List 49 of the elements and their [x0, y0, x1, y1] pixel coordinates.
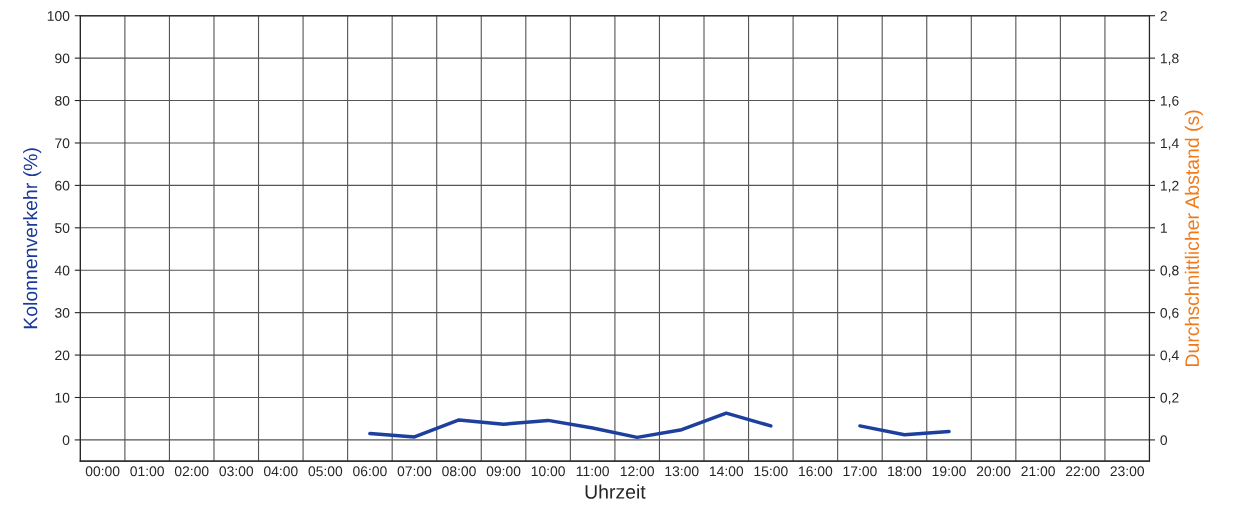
y-tick-label: 0 — [62, 435, 70, 446]
y-axis-title: Kolonnenverkehr (%) — [23, 148, 42, 329]
x-tick-label: 14:00 — [709, 466, 744, 477]
x-tick-label: 08:00 — [442, 466, 476, 477]
y-tick-label: 30 — [55, 307, 70, 318]
y-tick-label: 10 — [55, 392, 70, 403]
x-tick-label: 16:00 — [799, 466, 833, 477]
x-tick-label: 01:00 — [130, 466, 164, 477]
y2-tick-label: 1,2 — [1160, 180, 1179, 193]
x-tick-label: 07:00 — [397, 466, 432, 477]
y2-tick-label: 0,4 — [1160, 350, 1179, 362]
x-tick-label: 02:00 — [174, 466, 209, 477]
y-tick-label: 20 — [55, 350, 70, 361]
y2-tick-label: 1 — [1160, 223, 1167, 233]
y-tick-label: 60 — [55, 180, 70, 191]
x-tick-label: 03:00 — [219, 466, 254, 477]
x-tick-label: 17:00 — [843, 466, 877, 477]
y2-tick-label: 2 — [1160, 11, 1167, 21]
y2-tick-label: 1,8 — [1160, 53, 1179, 65]
y2-tick-label: 0,6 — [1160, 307, 1179, 320]
y-tick-label: 40 — [54, 265, 70, 276]
y-tick-label: 80 — [55, 95, 70, 106]
x-tick-label: 13:00 — [665, 466, 699, 477]
y2-axis-title: Durchschnittlicher Abstand (s) — [1184, 110, 1203, 366]
y2-tick-label: 1,4 — [1160, 138, 1179, 150]
x-tick-label: 20:00 — [976, 466, 1011, 477]
x-tick-label: 12:00 — [620, 466, 655, 477]
x-tick-label: 15:00 — [754, 466, 788, 477]
x-tick-label: 22:00 — [1065, 466, 1100, 477]
x-tick-label: 18:00 — [888, 466, 922, 477]
x-tick-label: 19:00 — [932, 466, 966, 477]
y2-tick-label: 0,2 — [1160, 392, 1179, 405]
y2-tick-label: 0,8 — [1160, 265, 1179, 278]
x-tick-label: 11:00 — [576, 466, 609, 477]
x-tick-label: 10:00 — [531, 466, 565, 477]
x-tick-label: 09:00 — [486, 466, 521, 477]
x-tick-label: 21:00 — [1021, 466, 1055, 477]
x-tick-label: 05:00 — [308, 466, 343, 477]
x-tick-label: 06:00 — [353, 466, 387, 477]
x-axis-title: Uhrzeit — [585, 484, 646, 499]
y-tick-label: 50 — [55, 223, 70, 233]
x-tick-label: 23:00 — [1110, 466, 1145, 477]
y2-tick-label: 1,6 — [1160, 95, 1179, 108]
y2-tick-label: 0 — [1160, 435, 1168, 446]
y-tick-label: 90 — [55, 53, 70, 64]
x-tick-label: 00:00 — [85, 466, 120, 477]
y-tick-label: 70 — [55, 138, 70, 149]
x-tick-label: 04:00 — [263, 466, 298, 477]
y-tick-label: 100 — [47, 11, 70, 21]
